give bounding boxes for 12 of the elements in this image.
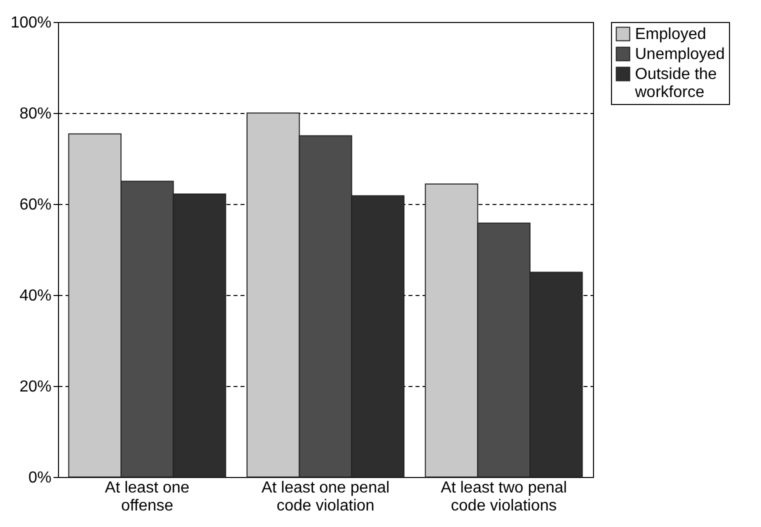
y-tick-label: 20% bbox=[19, 378, 52, 396]
legend-label: Outside the workforce bbox=[634, 66, 717, 101]
y-tick-label: 40% bbox=[19, 288, 52, 304]
x-tick-label: At least one penal code violation bbox=[261, 480, 390, 514]
legend-label: Employed bbox=[635, 26, 706, 43]
y-tick-label: 0% bbox=[28, 470, 52, 486]
y-tick-label: 80% bbox=[19, 106, 52, 122]
y-tick-label: 60% bbox=[19, 196, 52, 214]
y-tick-label: 100% bbox=[10, 14, 52, 32]
x-tick-label: At least one offense bbox=[104, 480, 190, 514]
legend-label: Unemployed bbox=[635, 46, 725, 63]
x-tick-label: At least two penal code violations bbox=[440, 480, 567, 514]
